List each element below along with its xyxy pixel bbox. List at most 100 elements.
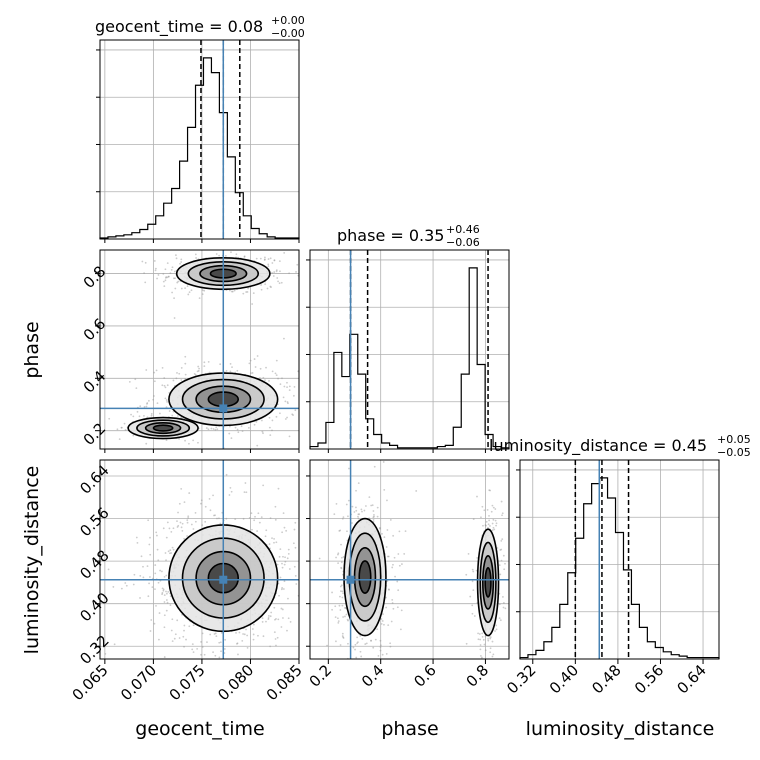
sample-point [296,263,299,266]
sample-point [230,437,233,439]
sample-point [271,272,273,274]
sample-point [372,518,375,521]
sample-point [180,367,183,369]
sample-point [243,633,246,636]
sample-point [174,277,177,280]
sample-point [152,398,155,401]
sample-point [331,608,333,611]
density-level [359,560,371,594]
sample-point [500,539,503,542]
sample-point [341,596,344,599]
sample-point [307,565,309,567]
sample-point [159,412,161,415]
sample-point [490,510,493,513]
sample-point [304,399,306,401]
sample-point [484,649,487,652]
sample-point [264,256,266,259]
sample-point [183,537,185,540]
sample-point [499,573,502,576]
sample-point [376,515,379,518]
sample-point [223,648,226,650]
sample-point [385,653,388,655]
sample-point [146,565,149,568]
axes-frame [519,459,720,660]
sample-point [218,254,221,257]
sample-point [372,646,375,649]
sample-point [502,554,505,557]
sample-point [251,247,253,249]
sample-point [180,526,183,529]
sample-point [294,521,297,524]
sample-point [415,490,418,492]
sample-point [245,291,248,293]
sample-point [200,641,202,643]
sample-point [381,532,383,535]
sample-point [274,638,277,640]
sample-point [246,291,249,293]
sample-point [258,521,261,524]
sample-point [341,590,344,593]
sample-point [125,584,128,587]
sample-point [153,260,156,262]
sample-point [279,412,281,415]
sample-point [286,381,288,384]
sample-point [286,416,288,419]
sample-point [229,370,232,373]
sample-point [219,522,222,525]
sample-point [177,415,179,417]
sample-point [215,426,218,429]
sample-point [173,297,175,300]
sample-point [161,366,164,369]
sample-point [281,608,284,611]
sample-point [145,369,148,371]
sample-point [230,290,233,293]
sample-point [299,681,301,683]
sample-point [282,588,285,590]
sample-point [249,359,252,362]
sample-point [346,530,348,533]
sample-point [214,428,217,431]
sample-point [282,396,285,399]
sample-point [493,528,496,531]
sample-point [487,526,489,529]
sample-point [236,369,239,372]
sample-point [494,630,496,632]
sample-point [289,621,292,623]
sample-point [180,261,183,263]
sample-point [170,530,173,533]
sample-point [492,518,495,521]
xtick-label-geocent_time: 0.085 [263,661,306,704]
xtick-label-luminosity_distance: 0.40 [546,661,582,697]
sample-point [213,514,215,517]
sample-point [148,543,151,546]
contour-line [476,528,500,637]
sample-point [264,535,267,538]
sample-point [338,604,341,607]
sample-point [352,646,355,649]
sample-point [306,623,308,625]
sample-point [286,629,288,632]
sample-point [355,509,358,512]
sample-point [472,589,475,591]
sample-point [183,645,185,648]
sample-point [305,410,307,412]
sample-point [235,631,237,634]
sample-point [243,255,246,258]
sample-point [342,556,345,558]
sample-point [270,611,273,614]
sample-point [373,514,375,516]
sample-point [495,522,498,525]
sample-point [271,537,273,540]
sample-point [274,505,277,508]
sample-point [262,484,265,487]
sample-point [212,651,214,654]
sample-point [196,370,199,373]
sample-point [340,590,342,593]
sample-point [252,292,255,295]
sample-point [165,559,167,562]
sample-point [237,431,240,434]
sample-point [233,289,236,292]
sample-point [231,366,233,369]
sample-point [481,632,484,635]
sample-point [357,641,359,644]
